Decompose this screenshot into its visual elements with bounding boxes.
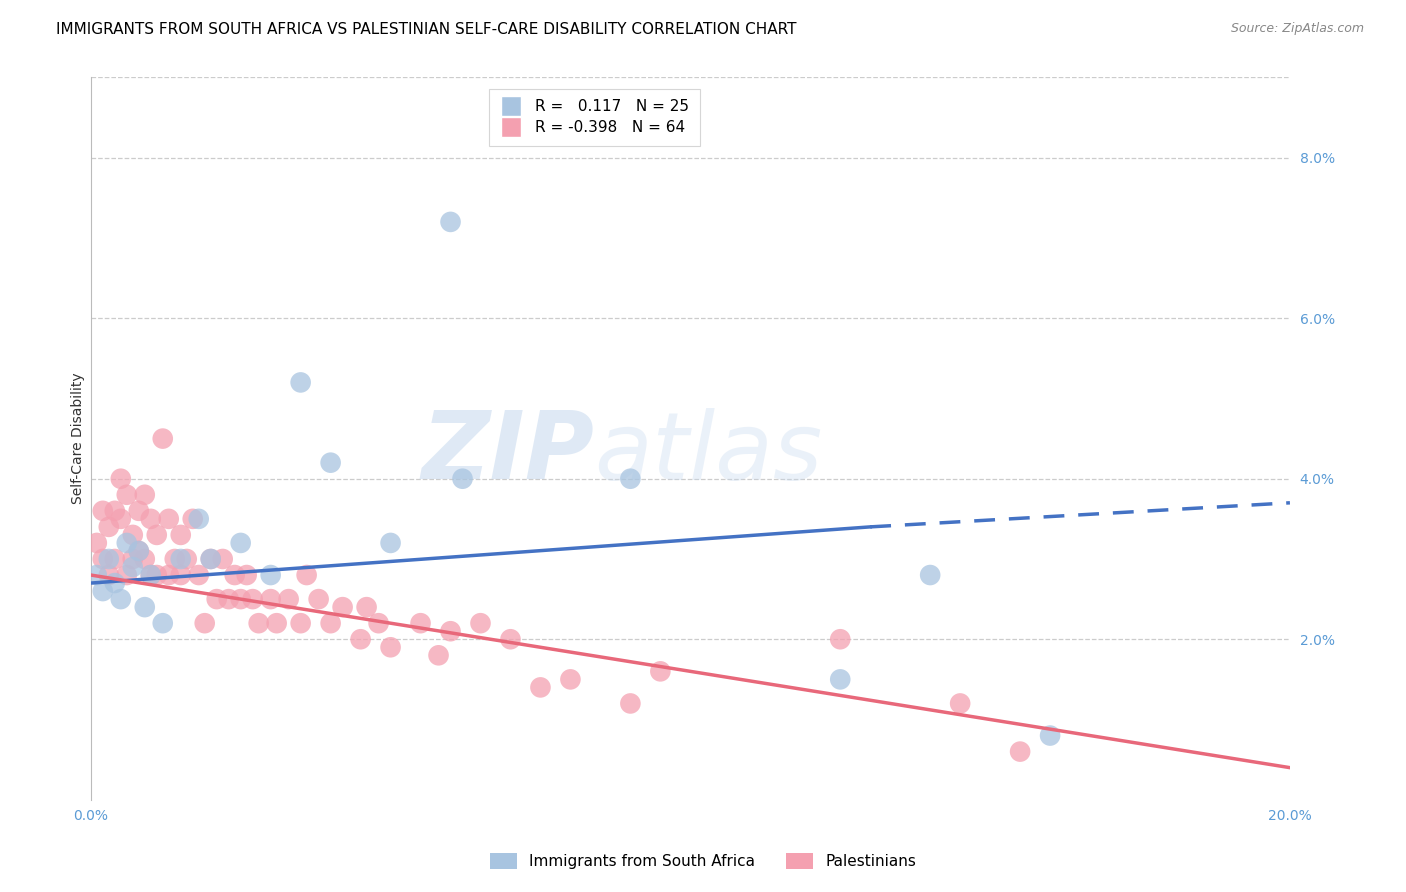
Point xyxy=(97,568,120,582)
Point xyxy=(187,512,209,526)
Point xyxy=(260,568,283,582)
Point xyxy=(470,616,492,631)
Point xyxy=(218,592,240,607)
Point xyxy=(619,472,641,486)
Point xyxy=(380,640,402,655)
Point xyxy=(211,552,233,566)
Point xyxy=(229,592,252,607)
Point xyxy=(139,512,162,526)
Text: atlas: atlas xyxy=(595,408,823,499)
Point xyxy=(319,616,342,631)
Point xyxy=(187,568,209,582)
Point xyxy=(170,568,193,582)
Point xyxy=(157,568,180,582)
Point xyxy=(439,215,461,229)
Point xyxy=(170,552,193,566)
Point xyxy=(224,568,246,582)
Point xyxy=(194,616,217,631)
Point xyxy=(290,616,312,631)
Legend: Immigrants from South Africa, Palestinians: Immigrants from South Africa, Palestinia… xyxy=(484,847,922,875)
Point xyxy=(266,616,288,631)
Y-axis label: Self-Care Disability: Self-Care Disability xyxy=(72,373,86,504)
Point xyxy=(247,616,270,631)
Point xyxy=(115,488,138,502)
Point xyxy=(295,568,318,582)
Point xyxy=(920,568,942,582)
Point xyxy=(139,568,162,582)
Point xyxy=(949,697,972,711)
Point xyxy=(319,456,342,470)
Point xyxy=(380,536,402,550)
Point xyxy=(229,536,252,550)
Point xyxy=(91,504,114,518)
Point xyxy=(110,512,132,526)
Point xyxy=(104,576,127,591)
Point xyxy=(529,681,551,695)
Point xyxy=(205,592,228,607)
Point xyxy=(139,568,162,582)
Point xyxy=(427,648,450,663)
Point xyxy=(128,504,150,518)
Point xyxy=(97,520,120,534)
Point xyxy=(367,616,389,631)
Point xyxy=(1010,745,1032,759)
Point xyxy=(619,697,641,711)
Point xyxy=(499,632,522,647)
Point xyxy=(181,512,204,526)
Legend: R =   0.117   N = 25, R = -0.398   N = 64: R = 0.117 N = 25, R = -0.398 N = 64 xyxy=(489,88,700,146)
Point xyxy=(200,552,222,566)
Point xyxy=(97,552,120,566)
Point xyxy=(134,488,156,502)
Point xyxy=(349,632,371,647)
Point xyxy=(145,568,167,582)
Point xyxy=(86,536,108,550)
Point xyxy=(128,544,150,558)
Point xyxy=(121,560,143,574)
Point xyxy=(152,432,174,446)
Point xyxy=(451,472,474,486)
Point xyxy=(560,673,582,687)
Point xyxy=(235,568,257,582)
Point xyxy=(176,552,198,566)
Point xyxy=(121,528,143,542)
Point xyxy=(242,592,264,607)
Point xyxy=(134,552,156,566)
Point xyxy=(91,552,114,566)
Point xyxy=(91,584,114,599)
Point xyxy=(356,600,378,615)
Point xyxy=(110,592,132,607)
Point xyxy=(650,665,672,679)
Point xyxy=(115,536,138,550)
Point xyxy=(409,616,432,631)
Point xyxy=(260,592,283,607)
Point xyxy=(121,552,143,566)
Point xyxy=(163,552,186,566)
Point xyxy=(128,544,150,558)
Point xyxy=(830,673,852,687)
Text: Source: ZipAtlas.com: Source: ZipAtlas.com xyxy=(1230,22,1364,36)
Point xyxy=(308,592,330,607)
Point xyxy=(145,528,167,542)
Text: ZIP: ZIP xyxy=(422,407,595,499)
Point xyxy=(290,376,312,390)
Point xyxy=(152,616,174,631)
Point xyxy=(332,600,354,615)
Text: IMMIGRANTS FROM SOUTH AFRICA VS PALESTINIAN SELF-CARE DISABILITY CORRELATION CHA: IMMIGRANTS FROM SOUTH AFRICA VS PALESTIN… xyxy=(56,22,797,37)
Point xyxy=(157,512,180,526)
Point xyxy=(86,568,108,582)
Point xyxy=(134,600,156,615)
Point xyxy=(277,592,299,607)
Point xyxy=(104,552,127,566)
Point xyxy=(830,632,852,647)
Point xyxy=(110,472,132,486)
Point xyxy=(439,624,461,639)
Point xyxy=(115,568,138,582)
Point xyxy=(1039,729,1062,743)
Point xyxy=(200,552,222,566)
Point xyxy=(170,528,193,542)
Point xyxy=(104,504,127,518)
